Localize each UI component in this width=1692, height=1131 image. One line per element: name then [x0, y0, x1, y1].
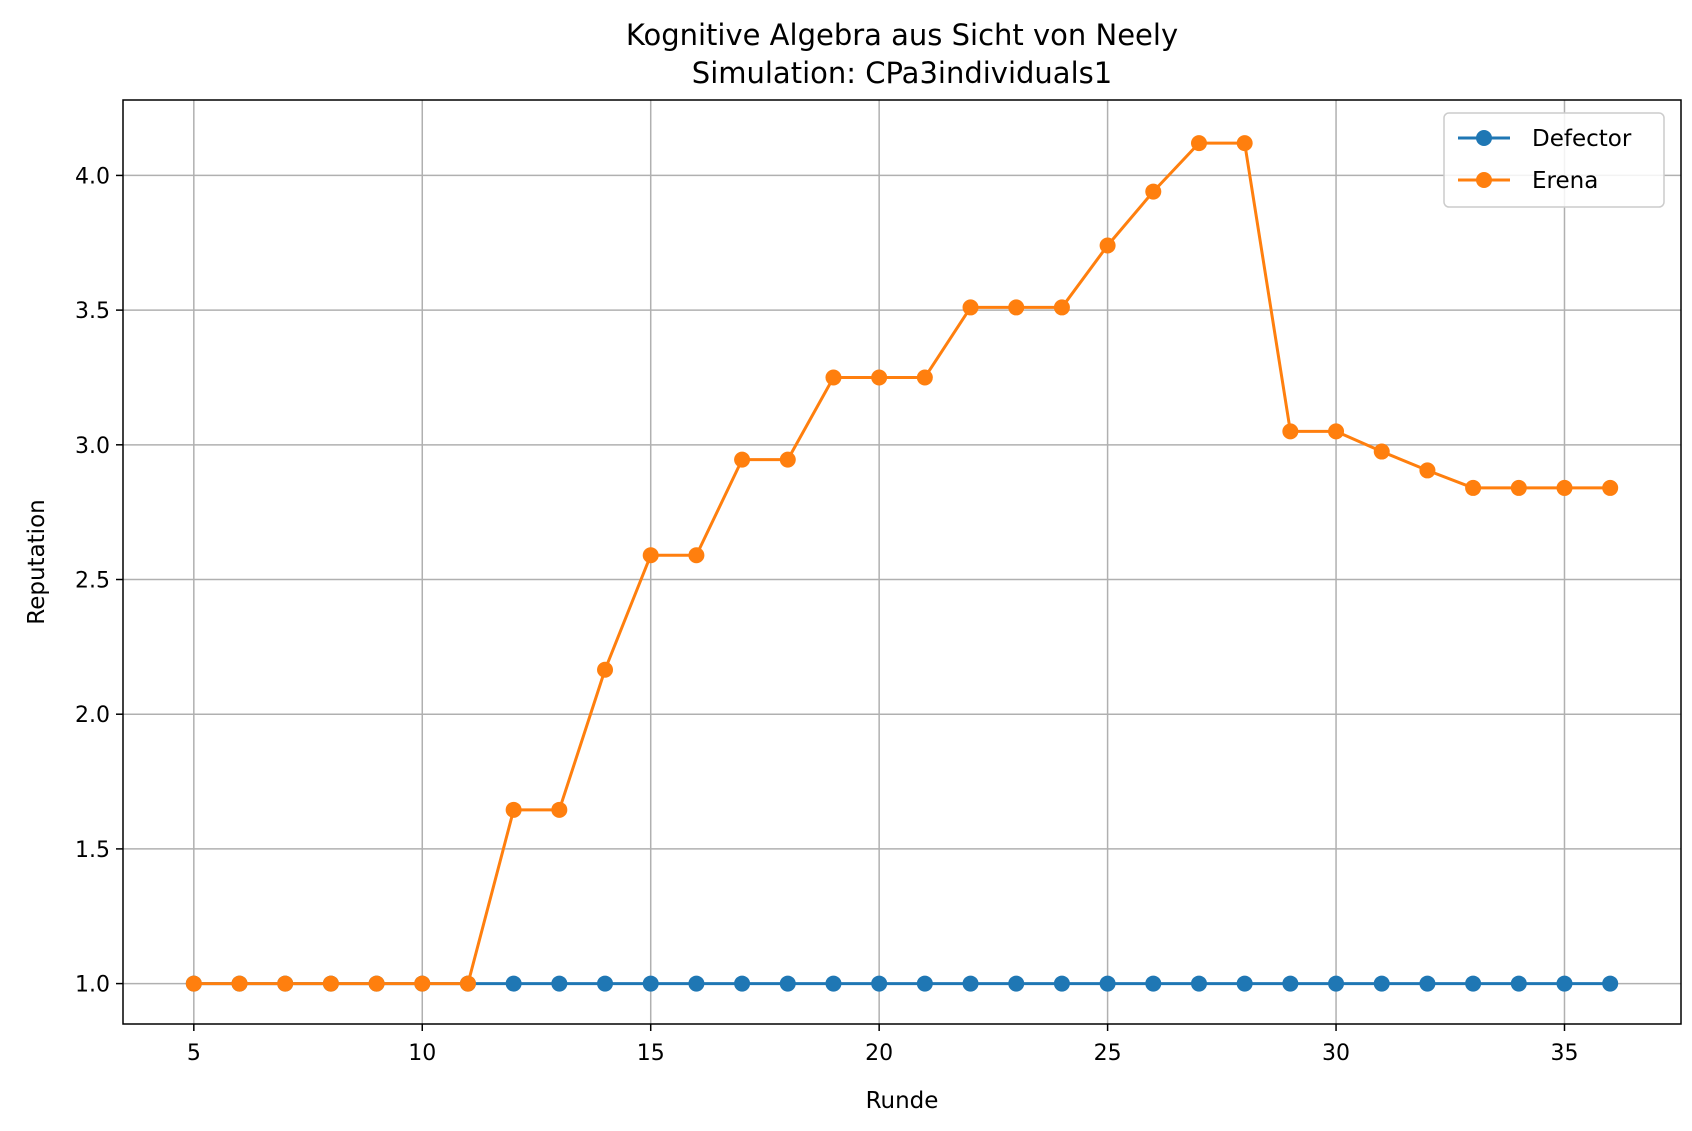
legend: Defector Erena — [1443, 112, 1665, 208]
data-point-defector — [642, 975, 659, 992]
data-point-erena — [277, 975, 294, 992]
series-layer — [185, 135, 1619, 992]
data-point-erena — [322, 975, 339, 992]
x-tick-label: 5 — [187, 1041, 201, 1066]
x-tick-label: 20 — [865, 1041, 893, 1066]
y-tick-label: 2.0 — [75, 703, 110, 728]
data-point-defector — [1602, 975, 1619, 992]
x-tick-label: 35 — [1550, 1041, 1578, 1066]
data-point-erena — [185, 975, 202, 992]
x-axis-label: Runde — [866, 1088, 939, 1114]
data-point-erena — [231, 975, 248, 992]
data-point-erena — [779, 451, 796, 468]
data-point-erena — [1465, 479, 1482, 496]
x-tick-label: 30 — [1322, 1041, 1350, 1066]
data-point-defector — [505, 975, 522, 992]
data-point-erena — [505, 801, 522, 818]
data-point-erena — [459, 975, 476, 992]
data-point-defector — [1099, 975, 1116, 992]
data-point-defector — [916, 975, 933, 992]
y-tick-label: 1.0 — [75, 973, 110, 998]
data-point-erena — [1145, 183, 1162, 200]
data-point-erena — [871, 369, 888, 386]
data-point-defector — [551, 975, 568, 992]
data-point-defector — [688, 975, 705, 992]
y-tick-label: 2.5 — [75, 569, 110, 594]
legend-label-erena: Erena — [1532, 168, 1598, 194]
x-tick-label: 25 — [1094, 1041, 1122, 1066]
data-point-defector — [1328, 975, 1345, 992]
data-point-defector — [825, 975, 842, 992]
data-point-defector — [779, 975, 796, 992]
data-point-defector — [1053, 975, 1070, 992]
x-tick-label: 15 — [637, 1041, 665, 1066]
data-point-defector — [1465, 975, 1482, 992]
data-point-defector — [1145, 975, 1162, 992]
data-point-defector — [1556, 975, 1573, 992]
grid-lines — [123, 100, 1681, 1024]
legend-label-defector: Defector — [1532, 126, 1632, 152]
data-point-defector — [962, 975, 979, 992]
data-point-erena — [734, 451, 751, 468]
data-point-erena — [551, 801, 568, 818]
series-erena — [185, 135, 1619, 992]
data-point-erena — [962, 299, 979, 316]
data-point-defector — [1282, 975, 1299, 992]
legend-marker-defector — [1476, 130, 1492, 146]
data-point-erena — [368, 975, 385, 992]
data-point-defector — [597, 975, 614, 992]
data-point-defector — [1510, 975, 1527, 992]
data-point-erena — [916, 369, 933, 386]
data-point-erena — [1099, 237, 1116, 254]
data-point-erena — [825, 369, 842, 386]
data-point-erena — [1008, 299, 1025, 316]
plot-frame — [122, 99, 1682, 1025]
data-point-erena — [1053, 299, 1070, 316]
data-point-erena — [414, 975, 431, 992]
data-point-defector — [1190, 975, 1207, 992]
data-point-defector — [734, 975, 751, 992]
data-point-erena — [1282, 423, 1299, 440]
data-point-defector — [1236, 975, 1253, 992]
data-point-erena — [1236, 135, 1253, 152]
data-point-erena — [688, 547, 705, 564]
data-point-defector — [1373, 975, 1390, 992]
y-tick-label: 4.0 — [75, 164, 110, 189]
data-point-erena — [642, 547, 659, 564]
y-tick-label: 3.0 — [75, 434, 110, 459]
data-point-erena — [1419, 462, 1436, 479]
data-point-erena — [597, 661, 614, 678]
chart-title: Kognitive Algebra aus Sicht von Neely — [626, 18, 1178, 52]
data-point-erena — [1510, 479, 1527, 496]
data-point-defector — [1419, 975, 1436, 992]
data-point-erena — [1556, 479, 1573, 496]
y-axis-label: Reputation — [24, 499, 50, 624]
x-tick-label: 10 — [408, 1041, 436, 1066]
legend-marker-erena — [1476, 172, 1492, 188]
y-tick-label: 3.5 — [75, 299, 110, 324]
axis-ticks: 5 10 15 20 25 30 35 1.0 1.5 2.0 2.5 3.0 3.5 4.0 — [75, 164, 1578, 1066]
data-point-erena — [1328, 423, 1345, 440]
data-point-defector — [1008, 975, 1025, 992]
data-point-erena — [1373, 443, 1390, 460]
y-tick-label: 1.5 — [75, 838, 110, 863]
data-point-erena — [1190, 135, 1207, 152]
chart-subtitle: Simulation: CPa3individuals1 — [692, 56, 1112, 90]
data-point-erena — [1602, 479, 1619, 496]
data-point-defector — [871, 975, 888, 992]
